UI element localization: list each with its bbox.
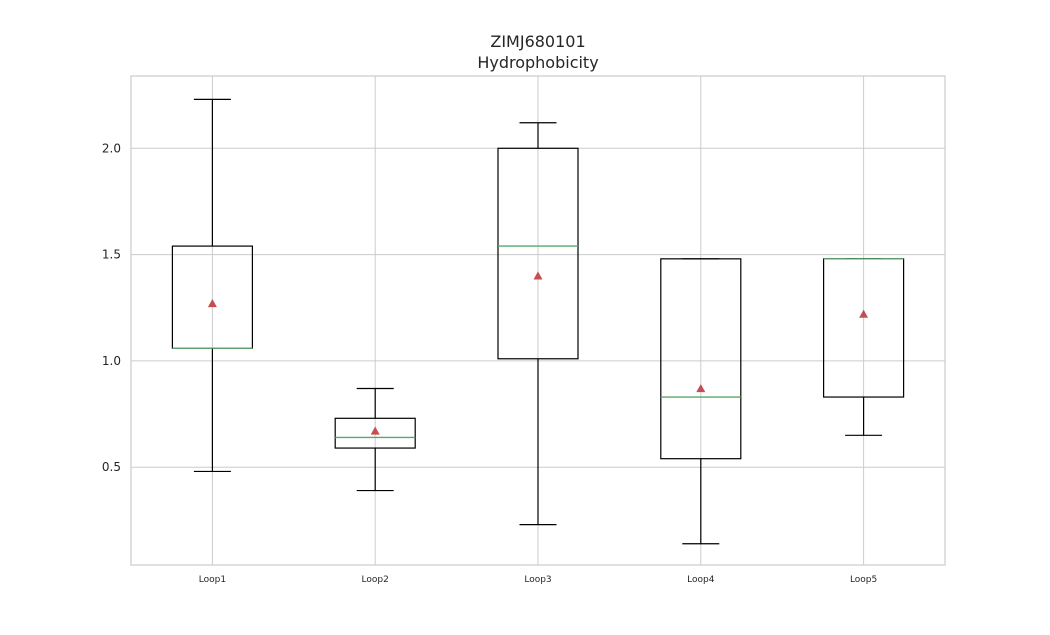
y-tick-label: 1.5 (102, 248, 121, 262)
chart-subtitle: Hydrophobicity (477, 53, 598, 72)
mean-marker (207, 298, 217, 308)
x-tick-label: Loop1 (199, 575, 226, 585)
plot-area: 0.5 1.0 1.5 2.0 Loop1 Loop2 Loop3 Loop4 Loop5 (102, 75, 946, 585)
x-tick-label: Loop4 (687, 575, 715, 585)
box-iqr (660, 258, 742, 460)
box-iqr (497, 147, 579, 360)
chart-title: ZIMJ680101 (490, 32, 585, 51)
y-tick-label: 1.0 (102, 354, 121, 368)
x-tick-label: Loop3 (524, 575, 551, 585)
x-tick-label: Loop2 (362, 575, 389, 585)
mean-marker (370, 426, 380, 435)
mean-marker (859, 309, 869, 318)
mean-marker (533, 271, 543, 280)
y-tick-label: 2.0 (102, 141, 121, 155)
box-iqr (334, 417, 416, 449)
y-tick-label: 0.5 (102, 460, 121, 474)
x-tick-label: Loop5 (850, 575, 877, 585)
plot-frame (130, 75, 946, 566)
mean-marker (696, 384, 706, 393)
